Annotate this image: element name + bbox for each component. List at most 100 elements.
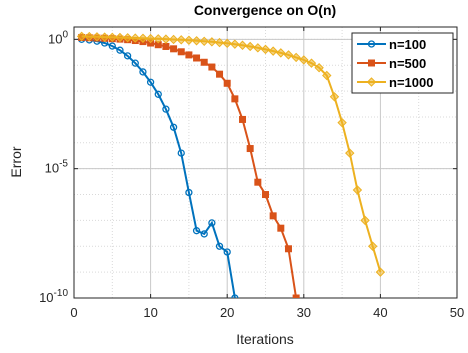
- legend: n=100 n=500 n=1000: [351, 32, 454, 94]
- data-point: [231, 95, 239, 103]
- data-point: [176, 35, 186, 45]
- data-point: [162, 42, 170, 50]
- legend-marker: [368, 59, 375, 67]
- data-point: [230, 39, 240, 49]
- data-point: [299, 55, 309, 65]
- x-tick-label: 10: [143, 305, 157, 320]
- x-tick-label: 50: [450, 305, 464, 320]
- data-point: [246, 145, 254, 153]
- data-point: [269, 212, 277, 220]
- y-tick-label: 10-10: [39, 288, 68, 305]
- data-point: [253, 43, 263, 53]
- y-tick-label: 10-5: [45, 159, 69, 176]
- data-point: [131, 59, 139, 67]
- data-point: [115, 32, 125, 43]
- data-point: [262, 191, 269, 199]
- legend-item: n=1000: [357, 75, 433, 90]
- data-point: [169, 123, 178, 131]
- data-point: [216, 70, 224, 78]
- x-axis-label: Iterations: [236, 331, 294, 347]
- data-point: [139, 68, 147, 76]
- data-point: [375, 267, 386, 277]
- data-point: [145, 33, 156, 44]
- data-point: [99, 32, 110, 42]
- data-point: [208, 219, 216, 227]
- data-point: [185, 51, 193, 59]
- data-point: [208, 63, 216, 71]
- data-point: [254, 178, 262, 186]
- data-point: [231, 294, 239, 298]
- data-point: [122, 33, 133, 43]
- data-point: [184, 35, 194, 45]
- data-point: [237, 40, 248, 50]
- y-tick-label: 100: [48, 29, 68, 46]
- data-point: [123, 52, 132, 60]
- data-point: [107, 32, 118, 43]
- data-point: [268, 46, 278, 56]
- series-3: [76, 31, 386, 277]
- data-point: [92, 32, 102, 42]
- data-point: [260, 44, 271, 55]
- series-line: [81, 35, 382, 273]
- data-point: [276, 48, 286, 58]
- axes-ticks: 0 10 20 30 40 50 100 10-5 10-10: [39, 27, 464, 320]
- data-point: [130, 33, 140, 43]
- data-point: [322, 70, 332, 81]
- data-point: [345, 148, 355, 158]
- plot-frame: [73, 26, 458, 299]
- data-point: [192, 227, 201, 235]
- data-point: [170, 45, 178, 53]
- data-point: [162, 105, 170, 113]
- series-1: [78, 35, 239, 298]
- data-point: [200, 230, 208, 238]
- data-point: [360, 215, 370, 226]
- data-point: [215, 242, 224, 250]
- data-point: [138, 33, 148, 43]
- y-axis-label: Error: [8, 146, 24, 177]
- data-point: [329, 92, 340, 102]
- x-tick-label: 20: [220, 305, 234, 320]
- data-point: [153, 34, 163, 44]
- data-point: [161, 34, 171, 44]
- x-tick-label: 40: [373, 305, 387, 320]
- data-point: [284, 245, 292, 253]
- data-point: [154, 90, 162, 98]
- data-point: [223, 248, 231, 256]
- data-point: [168, 34, 179, 45]
- legend-marker: [367, 40, 376, 48]
- data-point: [207, 37, 217, 47]
- legend-item: n=100: [357, 37, 426, 52]
- data-point: [199, 36, 209, 47]
- data-point: [146, 78, 155, 86]
- chart-title: Convergence on O(n): [194, 2, 336, 18]
- data-point: [337, 117, 347, 128]
- data-point: [84, 31, 95, 42]
- data-point: [76, 31, 87, 42]
- x-tick-label: 0: [70, 305, 77, 320]
- legend-label: n=1000: [389, 75, 433, 90]
- data-point: [214, 37, 225, 48]
- data-point: [223, 79, 231, 87]
- data-point: [185, 188, 193, 197]
- legend-label: n=100: [389, 37, 426, 52]
- x-tick-label: 30: [297, 305, 311, 320]
- data-point: [292, 294, 300, 298]
- legend-item: n=500: [357, 56, 426, 71]
- data-point: [116, 46, 124, 54]
- data-point: [177, 149, 185, 157]
- data-point: [314, 63, 324, 73]
- data-point: [368, 241, 378, 251]
- data-point: [283, 50, 294, 60]
- data-point: [193, 54, 201, 62]
- data-point: [352, 185, 363, 195]
- data-point: [191, 36, 202, 46]
- data-point: [239, 115, 247, 123]
- data-point: [291, 52, 301, 63]
- data-point: [245, 41, 255, 52]
- series-lines: [76, 31, 386, 298]
- data-point: [177, 48, 185, 56]
- data-point: [108, 42, 116, 50]
- data-point: [200, 58, 208, 66]
- data-point: [222, 38, 232, 49]
